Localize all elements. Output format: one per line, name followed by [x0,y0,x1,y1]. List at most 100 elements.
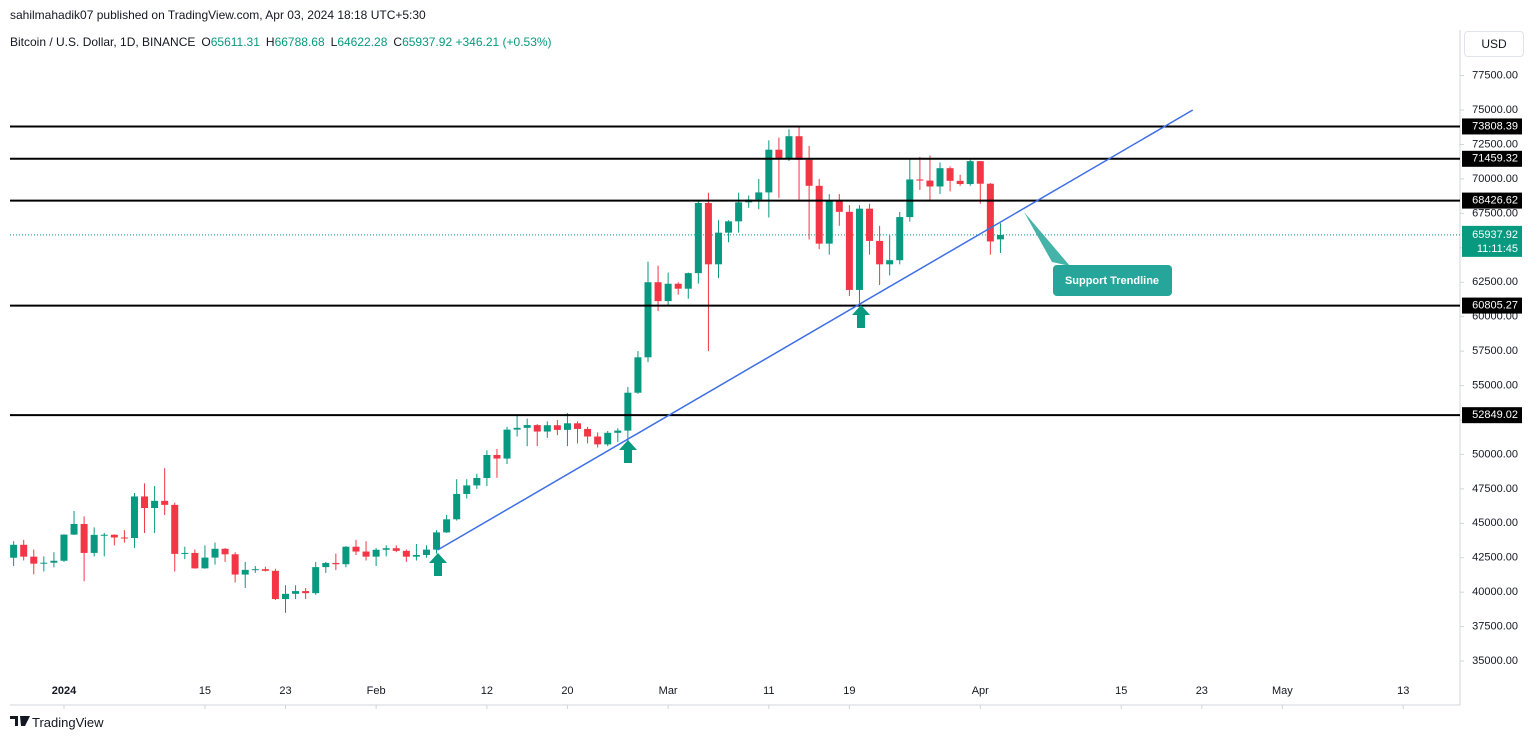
x-tick-label: 15 [1115,685,1127,697]
candle-body [322,562,330,568]
candle-body [352,546,360,552]
level-label: 71459.32 [1472,153,1518,165]
candle-body [966,161,974,185]
candle-body [805,159,813,186]
candle-body [221,548,229,555]
candle-body [946,168,954,181]
ohlc-value: 64622.28 [337,35,388,49]
candle-body [422,549,430,555]
candle-body [10,544,18,558]
candle-body [765,149,773,193]
candle-body [342,546,350,565]
candle-body [563,423,571,430]
last-price-label: 65937.92 [1472,229,1518,241]
x-tick-label: 15 [199,685,211,697]
candle-body [594,436,602,445]
currency-button[interactable]: USD [1464,31,1524,57]
y-tick-label: 62500.00 [1472,276,1518,288]
y-tick-label: 70000.00 [1472,173,1518,185]
x-tick-label: 20 [561,685,573,697]
level-label-box [1462,118,1522,135]
candle-body [503,429,511,459]
candle-body [382,548,390,550]
arrow [429,553,447,576]
change: +346.21 (+0.53%) [455,35,552,49]
candle-body [292,591,300,594]
level-label-box [1462,297,1522,314]
x-tick-label: Feb [367,685,386,697]
candle-body [896,217,904,261]
candle-body [251,569,259,571]
candle-body [725,221,733,233]
candle-body [130,496,138,539]
ohlc-label: H [265,35,275,49]
candle-body [533,425,541,432]
candle-body [684,273,692,289]
publisher: sahilmahadik07 published on TradingView.… [10,8,426,22]
symbol: Bitcoin / U.S. Dollar, 1D, BINANCE [10,35,196,49]
ohlc-label: L [330,35,338,49]
brand: TradingView [32,715,104,730]
candle-body [866,208,874,241]
candle-body [644,282,652,358]
y-tick-label: 37500.00 [1472,621,1518,633]
candle-body [433,532,441,550]
candle-body [714,232,722,265]
y-tick-label: 75000.00 [1472,104,1518,116]
x-tick-label: 2024 [52,685,77,697]
candle-body [332,562,340,565]
candle-body [463,485,471,494]
candle-body [634,357,642,393]
candle-body [664,283,672,302]
candle-body [90,534,98,553]
candle-body [151,500,159,509]
candle-body [825,201,833,244]
candle-body [80,523,88,553]
candle-body [956,180,964,185]
y-tick-label: 47500.00 [1472,483,1518,495]
ohlc-value: 65611.31 [210,35,260,49]
candle-body [835,201,843,212]
level-label: 73808.39 [1472,120,1518,132]
candle-body [191,552,199,569]
symbol-line: Bitcoin / U.S. Dollar, 1D, BINANCE O65611… [10,35,552,49]
ohlc: O65611.31 H66788.68 L64622.28 C65937.92 [195,35,452,49]
x-tick-label: 19 [843,685,855,697]
callout-pointer [1024,212,1070,266]
y-tick-label: 55000.00 [1472,379,1518,391]
candle-body [785,136,793,159]
candle-body [402,550,410,557]
candle-body [624,392,632,431]
candle-body [735,202,743,222]
candle-body [654,282,662,302]
candle-body [574,423,582,429]
candle-body [110,534,118,538]
y-tick-label: 35000.00 [1472,655,1518,667]
candle-body [543,425,551,432]
candle-body [986,183,994,242]
arrow [619,440,637,463]
candle-body [755,192,763,200]
candle-body [775,149,783,159]
candle-body [855,208,863,290]
last-price-box [1462,225,1522,257]
candle-body [704,203,712,265]
candle-body [694,203,702,274]
level-label: 60805.27 [1472,299,1518,311]
x-tick-label: 13 [1397,685,1409,697]
arrows [429,305,870,576]
candle-body [120,537,128,539]
candle-body [443,519,451,533]
callout-text: Support Trendline [1065,275,1159,287]
candle-body [906,179,914,218]
candle-body [302,591,310,594]
x-tick-label: Mar [659,685,678,697]
ohlc-label: C [393,35,403,49]
countdown: 11:11:45 [1477,243,1518,255]
candle-body [20,544,28,557]
candle-body [473,477,481,486]
candle-body [926,180,934,187]
candle-body [876,240,884,265]
